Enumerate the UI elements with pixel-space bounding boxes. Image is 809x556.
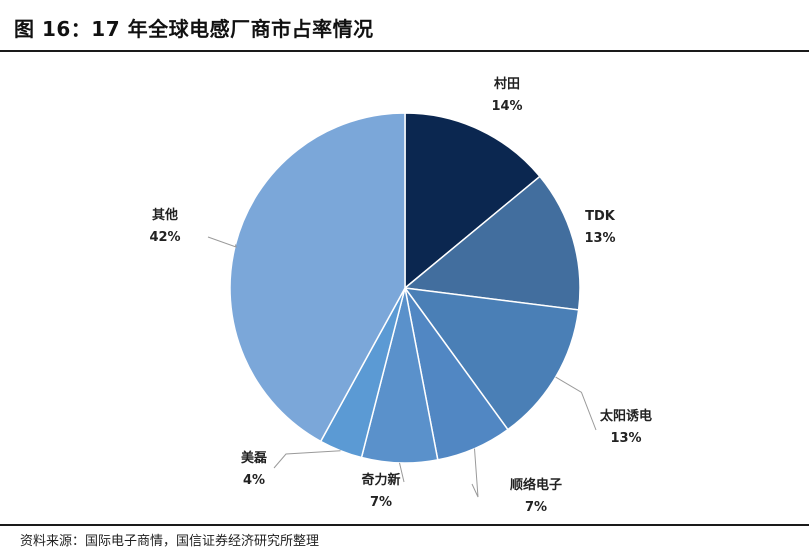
- pie-slice-1: [403, 175, 581, 311]
- footer-divider: [0, 524, 809, 526]
- leader-line-4: [399, 462, 405, 483]
- pie-chart: 村田 14% TDK 13% 太阳诱电 13% 顺络电子 7% 奇力新 7% 美磊 4% 其他 42%: [149, 76, 652, 515]
- pie-slice-0: [404, 112, 541, 290]
- slice-value-label: 7%: [370, 495, 392, 510]
- slice-name-label: 奇力新: [361, 472, 400, 488]
- slice-value-label: 14%: [491, 99, 522, 114]
- chart-area: 村田 14% TDK 13% 太阳诱电 13% 顺络电子 7% 奇力新 7% 美磊 4% 其他 42%: [0, 52, 809, 518]
- pie-slice-6: [229, 112, 406, 443]
- slice-name-label: TDK: [585, 209, 616, 224]
- pie-slices: [229, 112, 581, 464]
- slice-value-label: 42%: [149, 230, 180, 245]
- leader-line-3: [471, 448, 479, 498]
- slice-labels: 村田 14% TDK 13% 太阳诱电 13% 顺络电子 7% 奇力新 7% 美磊 4% 其他 42%: [149, 76, 652, 515]
- slice-name-label: 美磊: [241, 450, 267, 466]
- leader-lines: [207, 236, 597, 498]
- slice-name-label: 顺络电子: [510, 477, 562, 493]
- leader-line-5: [273, 450, 341, 469]
- source-note: 资料来源：国际电子商情，国信证券经济研究所整理: [20, 534, 320, 549]
- slice-name-label: 其他: [152, 207, 178, 223]
- slice-value-label: 4%: [243, 473, 265, 488]
- chart-title: 图 16：17 年全球电感厂商市占率情况: [14, 17, 374, 41]
- slice-value-label: 13%: [610, 431, 641, 446]
- leader-line-2: [555, 376, 597, 431]
- slice-name-label: 村田: [494, 76, 520, 92]
- leader-line-6: [207, 236, 237, 248]
- slice-value-label: 13%: [584, 231, 615, 246]
- slice-value-label: 7%: [525, 500, 547, 515]
- title-bar: 图 16：17 年全球电感厂商市占率情况: [0, 0, 809, 52]
- slice-name-label: 太阳诱电: [599, 408, 652, 424]
- pie-slice-2: [403, 287, 580, 431]
